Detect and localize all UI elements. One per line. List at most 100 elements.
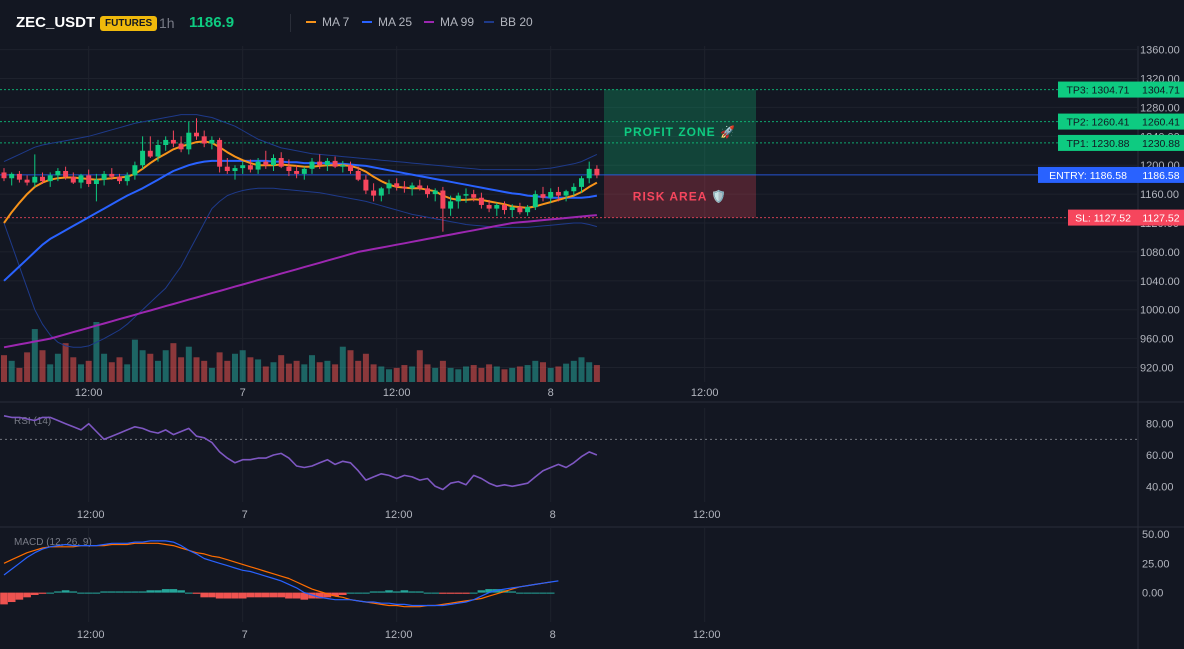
macd-histogram-bar — [200, 592, 208, 598]
macd-histogram-bar — [400, 590, 409, 593]
macd-histogram-bar — [339, 592, 347, 595]
chart-header: ZEC_USDT FUTURES 1h 1186.9 MA 7 MA 25 MA… — [0, 0, 1184, 46]
macd-histogram-bar — [161, 589, 170, 593]
risk-area — [604, 174, 756, 218]
volume-bar — [409, 366, 416, 382]
candle-body — [509, 207, 515, 211]
symbol-label[interactable]: ZEC_USDT — [16, 14, 96, 31]
volume-bar — [108, 362, 115, 382]
candle-body — [355, 171, 361, 180]
volume-bar — [162, 350, 169, 382]
macd-histogram-bar — [462, 592, 470, 594]
price-scale-tag — [1138, 134, 1184, 151]
legend-ma99[interactable]: MA 99 — [424, 15, 474, 29]
macd-histogram-bar — [84, 592, 93, 594]
candle-body — [1, 172, 7, 179]
price-axis-tick: 1080.00 — [1140, 247, 1180, 259]
macd-histogram-bar — [115, 591, 124, 593]
macd-histogram-bar — [385, 590, 393, 593]
price-axis-tick: 920.00 — [1140, 363, 1174, 375]
macd-histogram-bar — [516, 592, 524, 594]
volume-bar — [285, 363, 292, 382]
volume-bar — [578, 357, 585, 382]
macd-histogram-bar — [77, 592, 85, 594]
volume-bar — [70, 357, 77, 382]
ma99-swatch — [424, 21, 434, 23]
macd-histogram-bar — [323, 592, 332, 598]
macd-histogram-bar — [54, 591, 62, 593]
candle-body — [548, 191, 554, 198]
time-axis-tick: 7 — [242, 629, 248, 641]
candle-body — [70, 176, 76, 183]
candle-body — [63, 171, 69, 177]
candle-body — [271, 158, 276, 166]
macd-histogram-bar — [469, 592, 478, 594]
volume-bar — [347, 350, 354, 382]
candle-body — [401, 186, 407, 189]
candle-body — [186, 132, 192, 150]
volume-bar — [247, 357, 254, 382]
volume-bar — [540, 362, 546, 382]
price-axis-tick: 1280.00 — [1140, 102, 1180, 114]
candle-body — [247, 165, 253, 170]
volume-bar — [278, 355, 285, 382]
level-tag — [1058, 81, 1138, 98]
macd-histogram-bar — [269, 592, 278, 598]
volume-bars — [1, 322, 600, 382]
macd-histogram-bar — [223, 592, 232, 599]
candle-body — [232, 168, 238, 172]
chart-background — [0, 46, 1184, 649]
volume-bar — [131, 339, 138, 382]
level-tag — [1058, 113, 1138, 130]
profit-zone-label: PROFIT ZONE 🚀 — [624, 125, 736, 139]
candle-body — [240, 165, 246, 169]
ma25-line — [3, 159, 598, 282]
legend-ma7-label: MA 7 — [322, 15, 350, 29]
volume-bar — [447, 367, 454, 382]
candle-body — [440, 190, 446, 209]
macd-histogram-bar — [23, 592, 31, 598]
macd-histogram-bar — [108, 591, 116, 593]
volume-bar — [201, 360, 208, 382]
volume-bar — [124, 364, 131, 382]
ma7-swatch — [306, 21, 316, 23]
candle-body — [201, 136, 207, 144]
time-axis-tick: 12:00 — [383, 387, 411, 399]
candle-body — [155, 144, 161, 157]
volume-bar — [339, 346, 346, 382]
candle-body — [471, 194, 477, 198]
macd-histogram-bar — [392, 591, 401, 593]
candle-body — [486, 204, 492, 209]
legend-ma7[interactable]: MA 7 — [306, 15, 349, 29]
legend-bb20[interactable]: BB 20 — [484, 15, 533, 29]
volume-bar — [378, 366, 385, 382]
candle-body — [425, 188, 430, 195]
time-axis-tick: 8 — [550, 629, 556, 641]
volume-bar — [16, 367, 23, 382]
bb-lower-line — [3, 187, 598, 348]
macd-histogram-bar — [446, 592, 455, 594]
macd-histogram-bar — [123, 591, 131, 593]
macd-histogram-bar — [531, 592, 540, 594]
risk-area-label: RISK AREA 🛡️ — [633, 189, 727, 203]
volume-bar — [424, 364, 431, 382]
macd-histogram-bar — [185, 592, 193, 594]
volume-bar — [62, 343, 69, 382]
candle-body — [478, 197, 484, 205]
candle-body — [348, 165, 353, 172]
macd-histogram-bar — [416, 591, 424, 593]
candle-body — [217, 139, 223, 167]
volume-bar — [293, 360, 300, 382]
volume-bar — [416, 350, 423, 382]
price-scale-tag-text: 1260.41 — [1142, 117, 1180, 129]
legend-ma25[interactable]: MA 25 — [362, 15, 412, 29]
interval-selector[interactable]: 1h — [159, 15, 175, 31]
macd-histogram-bar — [7, 592, 16, 603]
macd-histogram-bar — [208, 592, 216, 598]
macd-histogram-bar — [546, 592, 555, 594]
volume-bar — [439, 360, 446, 382]
candle-body — [455, 195, 461, 202]
volume-bar — [486, 364, 493, 382]
macd-histogram-bar — [138, 591, 147, 593]
